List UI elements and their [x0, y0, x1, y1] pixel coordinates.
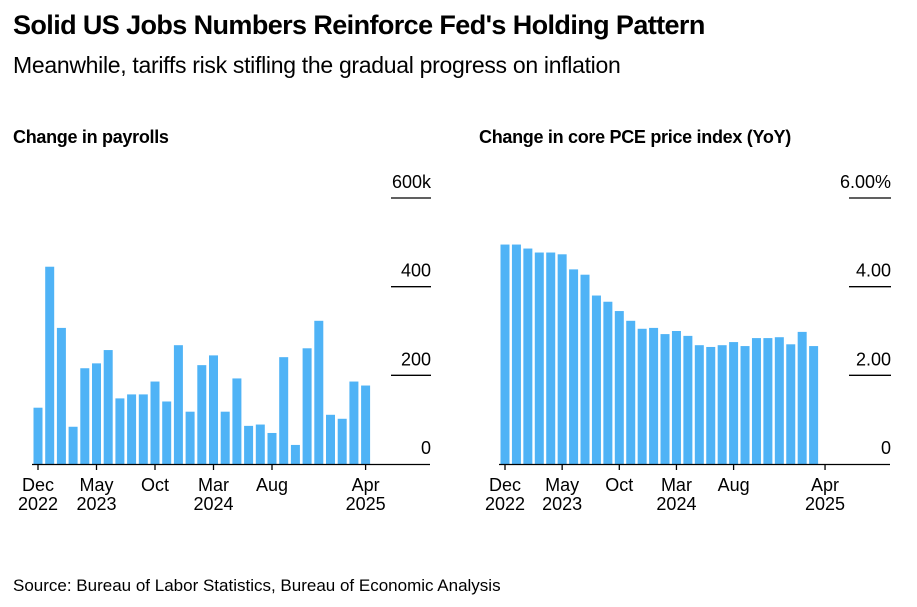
pce-bar	[774, 337, 784, 464]
pce-x-tick-label: May	[545, 475, 579, 495]
payrolls-x-tick-year-label: 2025	[346, 494, 386, 514]
pce-bar	[534, 252, 544, 464]
payrolls-x-tick-year-label: 2024	[193, 494, 233, 514]
pce-bar	[683, 335, 693, 464]
payrolls-bar	[290, 444, 300, 464]
payrolls-bar	[349, 381, 359, 464]
payrolls-bar	[56, 327, 66, 464]
payrolls-x-tick-label: Aug	[256, 475, 288, 495]
pce-x-tick-year-label: 2024	[656, 494, 696, 514]
payrolls-bar	[232, 378, 242, 464]
pce-bar	[591, 295, 601, 464]
payrolls-bar	[220, 411, 230, 464]
pce-bar	[797, 331, 807, 464]
payrolls-y-tick-label: 600k	[392, 172, 432, 192]
payrolls-x-tick-label: Apr	[352, 475, 380, 495]
pce-bar	[809, 346, 819, 464]
pce-bar	[569, 269, 579, 464]
payrolls-bar	[267, 432, 277, 464]
pce-bar	[671, 331, 681, 464]
pce-y-tick-label: 4.00	[856, 261, 891, 281]
pce-bar	[580, 274, 590, 464]
payrolls-x-tick-label: Mar	[198, 475, 229, 495]
payrolls-x-tick-year-label: 2022	[18, 494, 58, 514]
payrolls-bar	[255, 424, 265, 464]
pce-bar	[706, 346, 716, 464]
chart-title: Solid US Jobs Numbers Reinforce Fed's Ho…	[13, 10, 705, 40]
pce-bar	[546, 252, 556, 464]
pce-bar	[511, 244, 521, 464]
pce-x-tick-label: Mar	[661, 475, 692, 495]
pce-bar	[660, 334, 670, 464]
payrolls-bar	[45, 266, 55, 464]
pce-bar	[626, 320, 636, 464]
pce-bar	[763, 338, 773, 464]
pce-bar	[729, 342, 739, 464]
payrolls-y-tick-label: 400	[401, 261, 431, 281]
payrolls-bar	[127, 394, 137, 464]
payrolls-x-tick-label: May	[79, 475, 113, 495]
payrolls-x-tick-year-label: 2023	[76, 494, 116, 514]
payrolls-bar	[115, 398, 125, 464]
payrolls-bar	[302, 348, 312, 464]
payrolls-bar	[138, 394, 148, 464]
pce-x-tick-year-label: 2023	[542, 494, 582, 514]
payrolls-bar	[92, 363, 101, 464]
payrolls-bar	[279, 357, 289, 464]
payrolls-bar	[162, 401, 172, 464]
pce-x-tick-label: Dec	[489, 475, 521, 495]
pce-x-tick-label: Oct	[605, 475, 633, 495]
pce-x-tick-label: Apr	[811, 475, 839, 495]
chart-subtitle: Meanwhile, tariffs risk stifling the gra…	[13, 52, 621, 78]
payrolls-bar	[197, 365, 207, 464]
pce-bar	[500, 244, 510, 464]
pce-bar	[751, 338, 761, 464]
payrolls-bar	[361, 385, 371, 464]
payrolls-bar	[80, 368, 90, 464]
pce-bar	[523, 248, 533, 464]
pce-x-tick-year-label: 2025	[805, 494, 845, 514]
payrolls-y-tick-label: 0	[421, 438, 431, 458]
payrolls-bar	[150, 381, 160, 464]
payrolls-x-tick-label: Dec	[22, 475, 54, 495]
pce-bar	[649, 327, 659, 464]
payrolls-panel-title: Change in payrolls	[13, 127, 169, 147]
payrolls-bar	[209, 355, 218, 464]
pce-x-tick-label: Aug	[718, 475, 750, 495]
payrolls-bar	[185, 411, 195, 464]
pce-bar	[557, 254, 567, 464]
pce-bar	[717, 345, 727, 464]
payrolls-y-tick-label: 200	[401, 349, 431, 369]
pce-panel-title: Change in core PCE price index (YoY)	[479, 127, 791, 147]
payrolls-bar	[337, 418, 347, 464]
pce-bar	[694, 345, 704, 464]
pce-bar	[740, 346, 750, 464]
payrolls-bar	[326, 414, 335, 464]
pce-bar	[786, 344, 796, 464]
payrolls-bar	[173, 345, 183, 464]
pce-bar	[637, 328, 647, 464]
pce-x-tick-year-label: 2022	[485, 494, 525, 514]
payrolls-bar	[244, 425, 254, 464]
payrolls-bar	[314, 320, 324, 464]
payrolls-bar	[68, 426, 78, 464]
pce-bar	[603, 301, 613, 464]
pce-y-tick-label: 0	[881, 438, 891, 458]
pce-y-tick-label: 6.00%	[840, 172, 891, 192]
payrolls-bar	[103, 350, 113, 464]
source-note: Source: Bureau of Labor Statistics, Bure…	[13, 576, 501, 595]
payrolls-bar	[33, 407, 43, 464]
payrolls-x-tick-label: Oct	[141, 475, 169, 495]
pce-bar	[614, 311, 624, 464]
pce-y-tick-label: 2.00	[856, 349, 891, 369]
